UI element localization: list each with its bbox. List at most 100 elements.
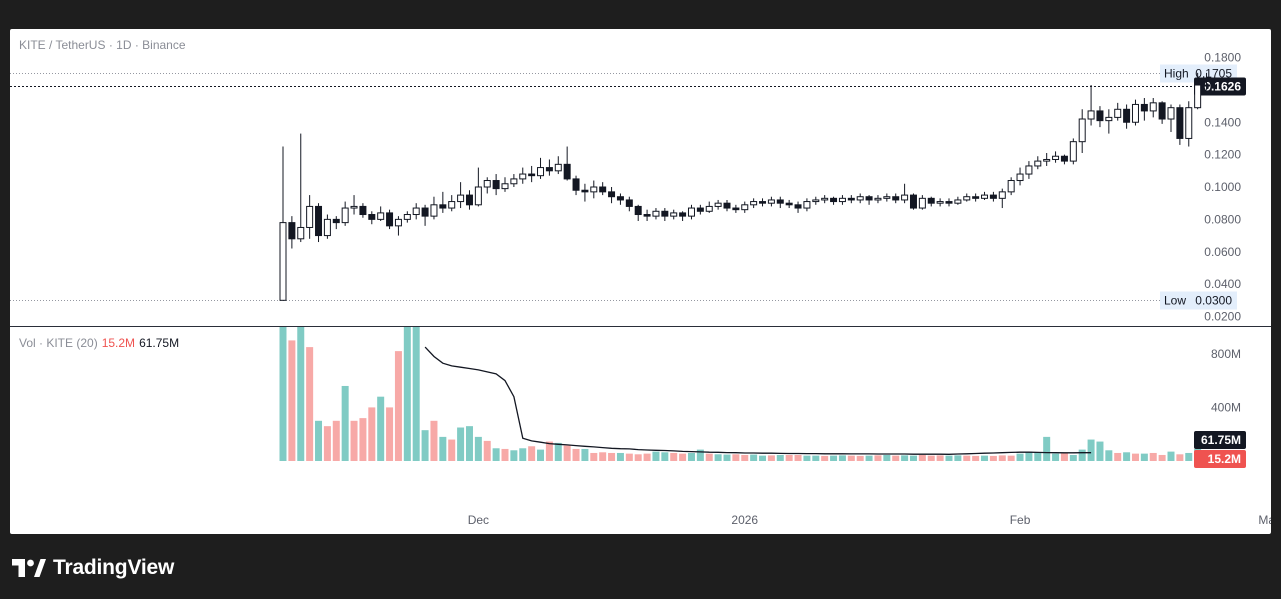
volume-bar bbox=[670, 452, 678, 461]
candle bbox=[537, 157, 545, 179]
candle bbox=[918, 195, 926, 210]
candle bbox=[874, 195, 882, 204]
candle-body bbox=[1034, 160, 1042, 167]
candle-body bbox=[963, 196, 971, 201]
candle-body bbox=[1185, 107, 1193, 139]
volume-bar bbox=[430, 420, 438, 461]
ref-label-value-low: 0.0300 bbox=[1195, 294, 1232, 308]
volume-bar bbox=[634, 454, 642, 461]
volume-bar bbox=[501, 448, 509, 461]
volume-legend-value-red: 15.2M bbox=[101, 336, 136, 350]
candle bbox=[1203, 72, 1211, 90]
candle bbox=[368, 211, 376, 225]
volume-ma-line bbox=[424, 346, 1092, 455]
volume-legend-title: Vol · KITE (20) bbox=[19, 336, 98, 350]
volume-bar bbox=[1096, 441, 1104, 461]
candle bbox=[581, 183, 589, 202]
candle bbox=[332, 216, 340, 230]
candle-body bbox=[448, 201, 456, 209]
candle bbox=[1069, 138, 1077, 165]
candle-body bbox=[821, 197, 829, 201]
volume-bar bbox=[403, 327, 411, 461]
candle bbox=[998, 188, 1006, 209]
candle-body bbox=[350, 205, 358, 209]
volume-bar bbox=[315, 420, 323, 461]
candle bbox=[403, 211, 411, 223]
candle-body bbox=[874, 197, 882, 201]
candle-body bbox=[1052, 155, 1060, 160]
candle-body bbox=[1069, 141, 1077, 162]
candle bbox=[1052, 151, 1060, 163]
candle-body bbox=[1096, 110, 1104, 122]
candle bbox=[1043, 153, 1051, 166]
volume-bar bbox=[590, 452, 598, 461]
volume-series bbox=[279, 327, 1211, 461]
candle-body bbox=[528, 173, 536, 177]
ref-label-value-high: 0.1705 bbox=[1195, 67, 1232, 81]
candle-body bbox=[501, 183, 509, 190]
candle-body bbox=[457, 194, 465, 203]
candle bbox=[865, 195, 873, 205]
candle bbox=[394, 216, 402, 236]
candle-body bbox=[1140, 103, 1148, 112]
price-tick-label: 0.0800 bbox=[1204, 212, 1241, 226]
volume-bar bbox=[1087, 439, 1095, 461]
candle bbox=[634, 204, 642, 221]
candle bbox=[448, 195, 456, 212]
candle-body bbox=[1016, 173, 1024, 182]
candle-body bbox=[554, 163, 562, 172]
volume-bar bbox=[545, 441, 553, 461]
price-tick-label: 0.1000 bbox=[1204, 180, 1241, 194]
volume-bar bbox=[1105, 450, 1113, 461]
candle bbox=[812, 196, 820, 205]
volume-bar bbox=[803, 455, 811, 461]
candle bbox=[759, 198, 767, 207]
candle-body bbox=[386, 212, 394, 227]
tradingview-logo[interactable]: TradingView bbox=[12, 556, 174, 580]
volume-bar bbox=[563, 445, 571, 461]
volume-bar bbox=[945, 455, 953, 461]
candle-body bbox=[785, 202, 793, 206]
volume-bar bbox=[350, 420, 358, 461]
candle-body bbox=[474, 186, 482, 206]
candle-body bbox=[679, 212, 687, 217]
candle-body bbox=[767, 199, 775, 204]
candle bbox=[608, 187, 616, 204]
volume-bar bbox=[812, 455, 820, 461]
volume-bar bbox=[1052, 453, 1060, 461]
axis-labels: 0.0200 0.0400 0.0600 0.0800 0.1000 0.1200 0.14… bbox=[468, 51, 1271, 528]
candle bbox=[679, 211, 687, 221]
volume-bar bbox=[1158, 454, 1166, 461]
candle bbox=[1167, 104, 1175, 132]
candle bbox=[430, 196, 438, 220]
candle bbox=[1176, 104, 1184, 145]
candle bbox=[1149, 97, 1157, 118]
volume-bar bbox=[1123, 452, 1131, 461]
candle-body bbox=[323, 218, 331, 237]
candle-body bbox=[279, 222, 287, 301]
candle bbox=[661, 208, 669, 221]
candle-body bbox=[794, 204, 802, 209]
candle-body bbox=[412, 207, 420, 216]
candle bbox=[776, 196, 784, 209]
candle-body bbox=[563, 163, 571, 180]
volume-bar bbox=[750, 454, 758, 461]
candle-body bbox=[1105, 116, 1113, 122]
volume-bar bbox=[1016, 453, 1024, 461]
candle bbox=[528, 165, 536, 183]
candle-body bbox=[608, 191, 616, 198]
candle-body bbox=[492, 180, 500, 190]
candle bbox=[830, 196, 838, 205]
candle bbox=[359, 203, 367, 218]
time-tick-label: Dec bbox=[468, 513, 489, 527]
candle bbox=[554, 156, 562, 175]
volume-bar bbox=[741, 454, 749, 461]
price-tick-label: 0.0400 bbox=[1204, 277, 1241, 291]
volume-bar bbox=[554, 442, 562, 461]
candle-body bbox=[1043, 158, 1051, 162]
candle bbox=[714, 199, 722, 210]
candle-body bbox=[581, 189, 589, 193]
volume-bar bbox=[643, 453, 651, 461]
candle-body bbox=[918, 197, 926, 209]
